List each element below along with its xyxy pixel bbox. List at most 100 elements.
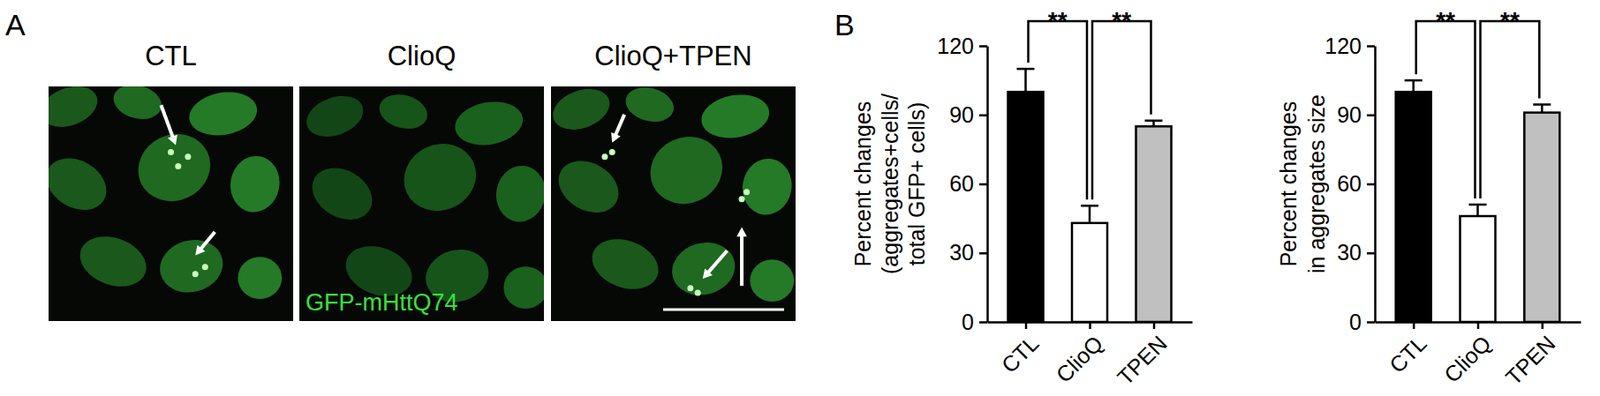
y-tick: 60 [949,171,988,197]
cell [550,86,616,137]
error-bar [1469,204,1487,217]
x-tick-label: CTL [1384,331,1432,378]
y-axis-title: (aggregates+cells/ [877,93,903,275]
cell [73,227,154,296]
plot-marks [1008,68,1172,323]
panel-a: ACTLClioQClioQ+TPENGFP-mHttQ74 [5,7,797,322]
y-tick-label: 120 [936,33,974,59]
cell [237,256,282,300]
x-tick-label: ClioQ [1050,331,1108,388]
cell [639,125,734,217]
x-tick: CTL [996,322,1044,378]
y-tick-label: 0 [1349,309,1362,335]
y-tick: 0 [961,309,988,335]
y-tick-label: 120 [1324,33,1362,59]
y-tick-label: 90 [949,102,974,128]
x-tick-mark [1412,322,1416,330]
y-tick-mark [1366,183,1375,187]
error-bar-cap [1469,203,1487,207]
x-tick: TPEN [1501,322,1561,391]
cell [697,90,773,144]
micrograph [299,86,544,322]
aggregate [184,153,191,160]
significance-label: ** [1435,7,1456,35]
y-axis: 0 30 60 90 120 [936,33,988,335]
micrograph [550,86,796,322]
bar [1071,223,1108,323]
cell [226,151,285,216]
error-bar-stem [1088,205,1092,224]
y-tick: 60 [1336,171,1375,197]
cell [301,89,370,145]
y-tick: 30 [949,240,988,265]
figure: ACTLClioQClioQ+TPENGFP-mHttQ74BPercent c… [0,0,1600,396]
cell [550,150,628,224]
arrow-head [195,245,205,257]
arrow-head [167,135,178,146]
panel-b: BPercent changes(aggregates+cells/total … [834,7,1582,391]
x-tick-label: TPEN [1501,331,1561,391]
x-axis: CTLClioQTPEN [1375,322,1582,391]
image-title: CTL [144,40,197,72]
y-tick: 0 [1349,309,1375,335]
y-axis-title: Percent changes [850,101,876,268]
aggregate [174,163,182,170]
y-tick-label: 60 [1336,171,1362,197]
y-tick-mark [1366,45,1375,48]
y-axis: 0 30 60 90 120 [1324,33,1375,335]
error-bar-cap [1404,79,1423,83]
x-tick: ClioQ [1439,322,1496,388]
error-bar [1080,205,1099,224]
significance-bracket [1416,21,1476,199]
cell [749,259,794,302]
cell [738,154,796,219]
error-bar [1017,68,1035,92]
bar [1136,126,1172,323]
significance-label: ** [1048,7,1068,35]
error-bar-stem [1411,80,1415,92]
x-axis: CTLClioQTPEN [988,322,1193,391]
arrow-head [611,132,621,144]
error-bar-cap [1080,204,1099,208]
bar [1396,91,1432,323]
cell [109,86,166,125]
cell [621,86,678,128]
significance-label: ** [1500,7,1520,35]
cell [153,233,229,300]
y-tick: 30 [1336,240,1375,265]
y-tick-mark [979,183,988,187]
arrow [160,105,174,141]
x-tick-mark [1153,322,1156,330]
micrograph [48,86,294,322]
image-label: GFP-mHttQ74 [305,289,459,317]
aggregate [694,290,702,297]
aggregate [192,271,199,278]
cell [503,266,544,310]
cell [451,97,527,151]
bar [1008,91,1044,323]
y-tick-label: 30 [1336,240,1362,265]
y-tick: 120 [936,33,988,59]
y-tick: 120 [1324,33,1375,59]
x-tick-label: ClioQ [1439,331,1496,388]
error-bar-cap [1145,120,1163,123]
cell [48,86,104,135]
cell [127,122,222,214]
y-axis-title: in aggregates size [1304,94,1329,274]
bar [1460,216,1496,323]
error-bar-stem [1540,105,1544,114]
bar-chart: Percent changes(aggregates+cells/total G… [850,7,1193,391]
significance-bracket [1028,21,1088,200]
error-bar-cap [1017,67,1035,71]
y-axis-title: Percent changes [1275,101,1301,268]
aggregate [202,264,209,271]
y-tick-mark [1366,252,1375,256]
error-bar [1532,105,1551,114]
y-tick: 90 [1336,102,1375,128]
plot-marks [1396,80,1561,323]
y-tick-label: 60 [949,171,974,197]
significance-bracket [1092,21,1152,200]
error-bar-stem [1476,204,1480,217]
error-bar [1404,80,1423,92]
aggregate [686,285,694,292]
